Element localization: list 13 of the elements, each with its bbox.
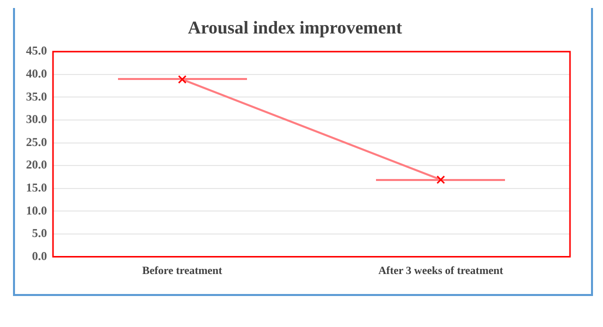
y-tick-label: 40.0 [26, 66, 47, 80]
y-tick-label: 5.0 [32, 226, 47, 240]
y-tick-label: 15.0 [26, 180, 47, 194]
y-tick-label: 25.0 [26, 134, 47, 149]
y-tick-label: 10.0 [26, 203, 47, 218]
y-tick-label: 35.0 [26, 89, 47, 104]
x-tick-label: Before treatment [142, 265, 223, 278]
y-tick-label: 0.0 [32, 248, 47, 263]
y-tick-label: 45.0 [26, 44, 47, 58]
chart-title: Arousal index improvement [188, 17, 402, 38]
x-tick-label: After 3 weeks of treatment [378, 265, 504, 278]
y-tick-label: 30.0 [26, 112, 47, 126]
y-tick-label: 20.0 [26, 158, 47, 172]
